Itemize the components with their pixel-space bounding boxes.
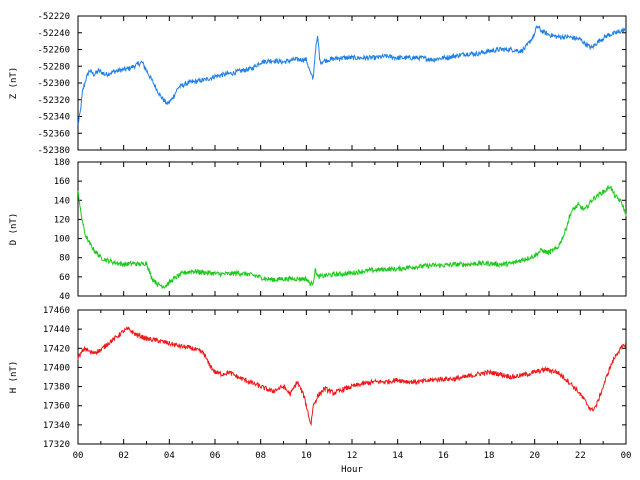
x-tick-label: 08 bbox=[255, 451, 266, 461]
panel-h-x-tick-labels: 00 02 04 06 08 10 12 14 16 18 20 22 00 bbox=[73, 451, 632, 461]
y-tick-label: 180 bbox=[54, 158, 70, 168]
y-tick-label: 17320 bbox=[43, 440, 70, 450]
y-tick-label: 160 bbox=[54, 177, 70, 187]
x-tick-label: 20 bbox=[529, 451, 540, 461]
y-tick-label: -52280 bbox=[37, 62, 70, 72]
y-tick-label: 140 bbox=[54, 196, 70, 206]
x-tick-label: 22 bbox=[575, 451, 586, 461]
x-tick-label: 02 bbox=[118, 451, 129, 461]
panel-h: 17460 17440 17420 17400 17380 17360 17340 17320… bbox=[9, 306, 631, 475]
y-tick-label: -52300 bbox=[37, 79, 70, 89]
x-tick-label: 00 bbox=[621, 451, 632, 461]
panel-d-y-axis-title: D (nT) bbox=[9, 213, 19, 246]
x-tick-label: 18 bbox=[484, 451, 495, 461]
panel-z: -52220 -52240 -52260 -52280 -52300 -52320 -523… bbox=[9, 12, 627, 156]
x-tick-label: 16 bbox=[438, 451, 449, 461]
y-tick-label: 17440 bbox=[43, 325, 70, 335]
y-tick-label: 17460 bbox=[43, 306, 70, 316]
y-tick-label: 17420 bbox=[43, 344, 70, 354]
x-tick-label: 14 bbox=[392, 451, 403, 461]
panel-d-x-ticks bbox=[77, 162, 627, 296]
panel-z-series-line bbox=[77, 24, 627, 125]
y-tick-label: 17340 bbox=[43, 421, 70, 431]
panel-z-x-ticks bbox=[77, 16, 627, 150]
y-tick-label: 40 bbox=[59, 292, 70, 302]
x-tick-label: 04 bbox=[164, 451, 175, 461]
y-tick-label: -52340 bbox=[37, 113, 70, 123]
panel-d: 180 160 140 120 100 80 60 40 D (nT) bbox=[9, 158, 627, 302]
y-tick-label: 100 bbox=[54, 235, 70, 245]
x-tick-label: 00 bbox=[73, 451, 84, 461]
panel-h-series-line bbox=[77, 326, 627, 427]
panel-h-y-ticks: 17460 17440 17420 17400 17380 17360 17340 17320 bbox=[43, 306, 626, 450]
panel-z-y-ticks: -52220 -52240 -52260 -52280 -52300 -52320 -523… bbox=[37, 12, 626, 156]
x-tick-label: 06 bbox=[210, 451, 221, 461]
y-tick-label: -52220 bbox=[37, 12, 70, 22]
y-tick-label: 17400 bbox=[43, 363, 70, 373]
y-tick-label: -52380 bbox=[37, 146, 70, 156]
panel-d-series-line bbox=[77, 184, 627, 290]
y-tick-label: -52240 bbox=[37, 29, 70, 39]
panel-d-y-ticks: 180 160 140 120 100 80 60 40 bbox=[54, 158, 626, 302]
panel-h-x-ticks bbox=[77, 310, 627, 444]
panel-z-y-axis-title: Z (nT) bbox=[9, 67, 19, 100]
y-tick-label: -52320 bbox=[37, 96, 70, 106]
x-axis-title: Hour bbox=[341, 465, 363, 475]
x-tick-label: 12 bbox=[347, 451, 358, 461]
y-tick-label: -52260 bbox=[37, 46, 70, 56]
y-tick-label: -52360 bbox=[37, 129, 70, 139]
y-tick-label: 60 bbox=[59, 273, 70, 283]
y-tick-label: 17380 bbox=[43, 383, 70, 393]
y-tick-label: 17360 bbox=[43, 402, 70, 412]
x-tick-label: 10 bbox=[301, 451, 312, 461]
y-tick-label: 120 bbox=[54, 215, 70, 225]
y-tick-label: 80 bbox=[59, 254, 70, 264]
panel-h-y-axis-title: H (nT) bbox=[9, 361, 19, 394]
